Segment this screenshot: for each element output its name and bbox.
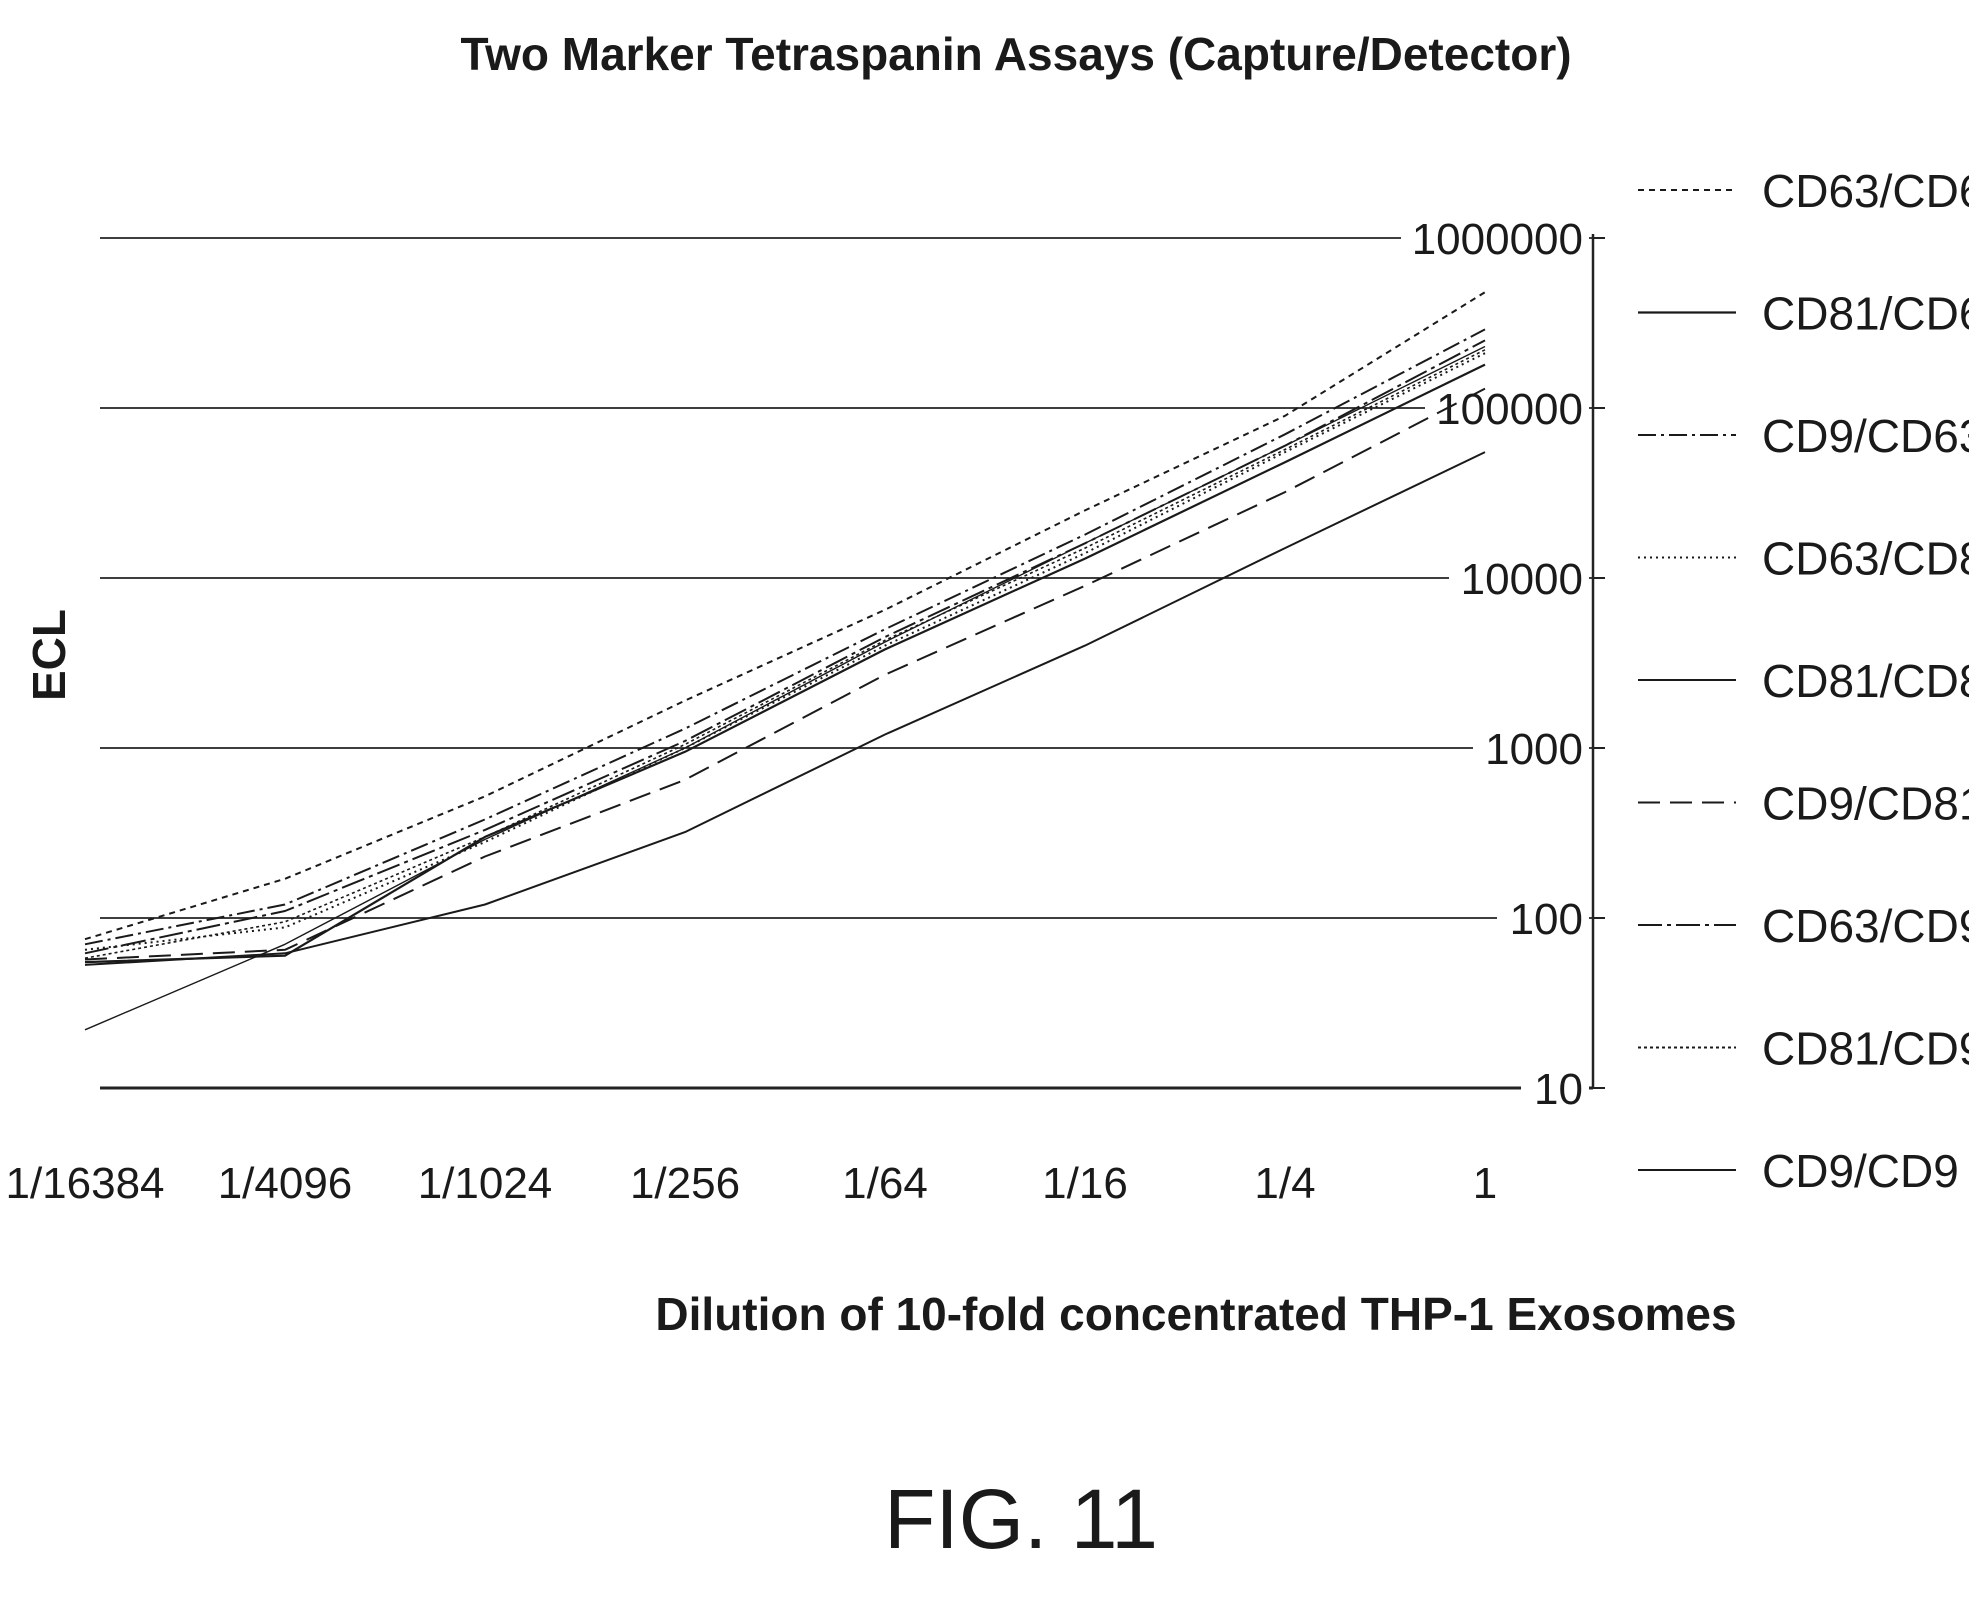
series-lines [84, 291, 1486, 1031]
legend-label: CD9/CD9 [1762, 1145, 1959, 1197]
y-tick-label: 10000 [1461, 555, 1583, 604]
legend-label: CD63/CD81 [1762, 533, 1969, 585]
y-tick-label: 1000000 [1412, 215, 1583, 264]
y-tick-label-background [1401, 212, 1589, 264]
legend-label: CD63/CD63 [1762, 165, 1969, 217]
series-line-cd9-cd63 [84, 328, 1486, 946]
y-axis-label: ECL [23, 609, 75, 701]
y-tick-label: 100000 [1436, 385, 1583, 434]
x-tick-label: 1/16384 [5, 1159, 164, 1208]
legend-label: CD81/CD63 [1762, 288, 1969, 340]
y-tick-label: 1000 [1485, 725, 1583, 774]
x-tick-label: 1 [1473, 1159, 1497, 1208]
series-line-cd63-cd63 [84, 291, 1486, 941]
y-tick-label-background [1473, 722, 1589, 774]
x-tick-label: 1/16 [1042, 1159, 1128, 1208]
x-tick-label: 1/4096 [218, 1159, 353, 1208]
y-tick-label-background [1521, 1062, 1589, 1114]
legend-label: CD81/CD81 [1762, 655, 1969, 707]
series-line-cd81-cd63 [84, 363, 1486, 964]
figure-label: FIG. 11 [884, 1472, 1158, 1566]
legend-label: CD9/CD81 [1762, 778, 1969, 830]
series-line-cd9-cd9 [84, 451, 1486, 966]
x-tick-label: 1/1024 [418, 1159, 553, 1208]
legend-label: CD81/CD9 [1762, 1023, 1969, 1075]
y-tick-label-background [1497, 892, 1589, 944]
x-tick-label: 1/256 [630, 1159, 740, 1208]
series-line-cd9-cd81 [84, 387, 1486, 961]
y-tick-label: 10 [1534, 1065, 1583, 1114]
x-axis-label: Dilution of 10-fold concentrated THP-1 E… [655, 1288, 1736, 1340]
y-axis: 10 100 1000 10000 100000 1000000 [1401, 212, 1605, 1114]
series-line-cd63-cd9 [84, 339, 1486, 955]
y-tick-label-background [1425, 382, 1589, 434]
x-axis-ticks: 1/16384 1/4096 1/1024 1/256 1/64 1/16 1/4 1 [5, 1159, 1497, 1208]
series-line-cd81-cd9 [84, 349, 1486, 959]
y-tick-label: 100 [1510, 895, 1583, 944]
series-line-cd63-cd81 [84, 352, 1486, 951]
legend-label: CD9/CD63 [1762, 410, 1969, 462]
legend: CD63/CD63 CD81/CD63 CD9/CD63 CD63/CD81 CD81/… [1638, 165, 1969, 1197]
chart-title: Two Marker Tetraspanin Assays (Capture/D… [460, 28, 1571, 80]
x-tick-label: 1/64 [842, 1159, 928, 1208]
x-tick-label: 1/4 [1254, 1159, 1315, 1208]
y-tick-label-background [1449, 552, 1589, 604]
legend-label: CD63/CD9 [1762, 900, 1969, 952]
